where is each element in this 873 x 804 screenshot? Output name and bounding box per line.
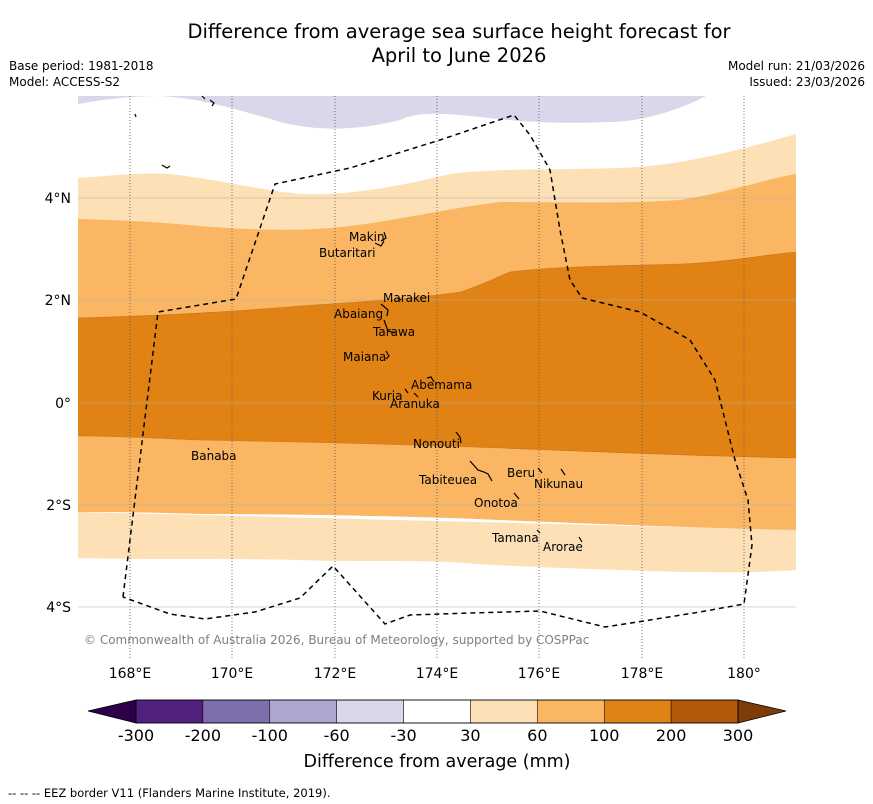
colorbar-tick-label: 30 — [460, 726, 480, 745]
atoll-abaiang — [380, 303, 389, 317]
base-period: Base period: 1981-2018 — [9, 59, 154, 73]
island-label-abemama: Abemama — [411, 378, 472, 392]
colorbar: -300 -200 -100 -60 -30 30 60 100 200 300 Differen… — [87, 699, 787, 772]
lon-tick-168e: 168°E — [109, 666, 152, 682]
longitude-tick-labels: 168°E 170°E 172°E 174°E 176°E 178°E 180° — [109, 666, 761, 682]
title-line-1: Difference from average sea surface heig… — [187, 20, 731, 43]
atoll-aranuka — [413, 392, 419, 398]
atoll-tarawa — [383, 319, 396, 334]
map-title: Difference from average sea surface heig… — [0, 20, 873, 68]
lon-tick-174e: 174°E — [416, 666, 459, 682]
island-label-makin: Makin — [349, 230, 385, 244]
colorbar-segment — [269, 699, 337, 724]
meta-left: Base period: 1981-2018 Model: ACCESS-S2 — [9, 58, 154, 90]
colorbar-tick-label: 300 — [723, 726, 754, 745]
colorbar-segments — [135, 699, 739, 724]
island-label-aranuka: Aranuka — [390, 397, 440, 411]
colorbar-tick-label: -300 — [118, 726, 154, 745]
colorbar-segment — [336, 699, 404, 724]
atoll-butaritari — [374, 240, 385, 247]
atoll-beru — [537, 467, 543, 474]
atoll-nikunau — [560, 468, 566, 476]
lon-tick-178e: 178°E — [621, 666, 664, 682]
latitude-tick-labels: 4°N 2°N 0° 2°S 4°S — [45, 191, 72, 616]
atoll-north-3 — [201, 95, 215, 107]
colorbar-tick-label: -100 — [252, 726, 288, 745]
island-label-butaritari: Butaritari — [319, 246, 376, 260]
copyright-notice: © Commonwealth of Australia 2026, Bureau… — [84, 633, 589, 647]
island-label-maiana: Maiana — [343, 350, 386, 364]
colorbar-segment — [603, 699, 672, 724]
colorbar-segment — [202, 699, 271, 724]
atoll-north-2 — [161, 164, 171, 169]
colorbar-frame — [135, 699, 739, 724]
colorbar-tick-label: -200 — [185, 726, 221, 745]
issued-date: Issued: 23/03/2026 — [749, 75, 865, 89]
title-line-2: April to June 2026 — [371, 44, 547, 67]
model-name: Model: ACCESS-S2 — [9, 75, 121, 89]
colorbar-segment — [403, 699, 471, 724]
atoll-maiana — [385, 350, 390, 360]
island-label-beru: Beru — [507, 466, 535, 480]
colorbar-label: Difference from average (mm) — [303, 752, 570, 772]
atoll-nonouti — [455, 431, 462, 444]
contour-bands — [78, 96, 796, 573]
island-label-kuria: Kuria — [372, 389, 403, 403]
atoll-kuria — [404, 388, 409, 394]
island-label-abaiang: Abaiang — [334, 307, 383, 321]
colorbar-tick-label: -60 — [324, 726, 350, 745]
island-label-tamana: Tamana — [491, 531, 539, 545]
island-label-onotoa: Onotoa — [474, 496, 518, 510]
lon-tick-170e: 170°E — [211, 666, 254, 682]
atoll-tamana — [536, 529, 541, 534]
colorbar-tick-labels: -300 -200 -100 -60 -30 30 60 100 200 300 — [118, 726, 753, 745]
island-label-nikunau: Nikunau — [534, 477, 583, 491]
colorbar-segment — [470, 699, 538, 724]
island-label-marakei: Marakei — [383, 291, 430, 305]
atoll-abemama — [426, 376, 435, 383]
colorbar-tick-label: 60 — [527, 726, 547, 745]
meta-right: Model run: 21/03/2026 Issued: 23/03/2026 — [728, 58, 865, 90]
lon-tick-180: 180° — [727, 666, 761, 682]
island-label-tarawa: Tarawa — [372, 325, 415, 339]
model-run: Model run: 21/03/2026 — [727, 59, 865, 73]
colorbar-under-arrow — [87, 699, 137, 724]
colorbar-tick-label: 100 — [589, 726, 620, 745]
island-label-arorae: Arorae — [543, 540, 583, 554]
colorbar-tick-label: 200 — [656, 726, 687, 745]
lat-tick-0: 0° — [55, 396, 71, 412]
lat-tick-4n: 4°N — [45, 191, 71, 207]
colorbar-over-arrow — [737, 699, 787, 724]
island-labels: Makin Butaritari Marakei Abaiang Tarawa … — [191, 230, 583, 554]
eez-border — [122, 114, 753, 628]
atoll-north-1 — [134, 113, 137, 118]
island-label-nonouti: Nonouti — [413, 437, 460, 451]
colorbar-segment — [670, 699, 739, 724]
colorbar-tick-label: -30 — [390, 726, 416, 745]
lon-tick-172e: 172°E — [314, 666, 357, 682]
atoll-marakei — [397, 297, 402, 301]
atoll-makin — [380, 231, 387, 242]
latitude-gridlines — [78, 197, 796, 608]
colorbar-segment — [537, 699, 605, 724]
lon-tick-176e: 176°E — [518, 666, 561, 682]
contour-lines — [78, 251, 796, 459]
lat-tick-2n: 2°N — [45, 293, 71, 309]
lat-tick-4s: 4°S — [46, 600, 71, 616]
lat-tick-2s: 2°S — [46, 498, 71, 514]
eez-legend-footer: -- -- -- EEZ border V11 (Flanders Marine… — [8, 786, 331, 800]
island-label-tabiteuea: Tabiteuea — [418, 473, 477, 487]
island-shapes — [134, 95, 583, 543]
band-neg60-neg30 — [78, 96, 796, 129]
atoll-onotoa — [513, 492, 520, 500]
atoll-banaba — [207, 447, 210, 451]
longitude-gridlines — [129, 96, 745, 659]
colorbar-segment — [135, 699, 204, 724]
island-label-banaba: Banaba — [191, 449, 237, 463]
atoll-arorae — [578, 536, 583, 543]
atoll-tabiteuea — [469, 460, 493, 482]
